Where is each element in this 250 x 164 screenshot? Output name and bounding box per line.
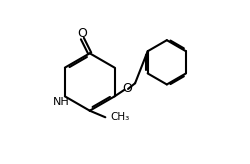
Text: CH₃: CH₃: [110, 112, 130, 122]
Text: O: O: [78, 27, 87, 41]
Text: O: O: [122, 82, 132, 95]
Text: NH: NH: [52, 97, 69, 107]
